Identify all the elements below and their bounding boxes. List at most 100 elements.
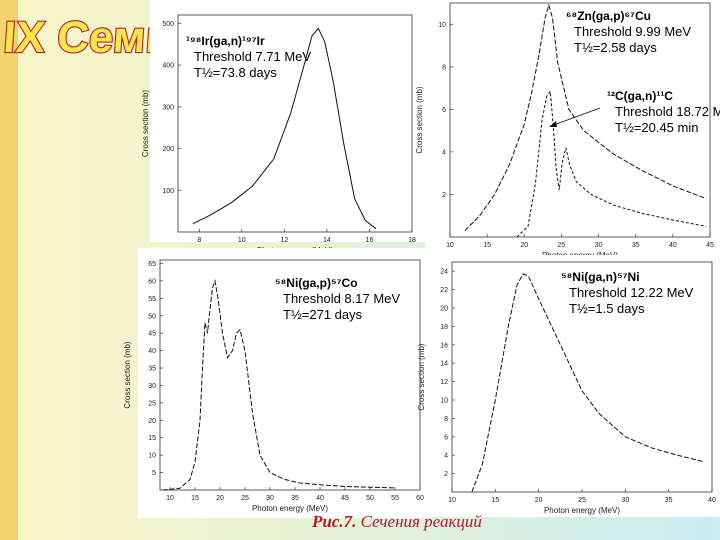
y-axis-label: Cross section (mb) <box>415 86 424 153</box>
y-tick-label: 60 <box>148 278 156 285</box>
plot-frame <box>449 2 711 238</box>
y-tick-label: 8 <box>444 416 448 423</box>
y-tick-label: 4 <box>444 453 448 460</box>
y-tick-label: 4 <box>442 149 446 156</box>
y-tick-label: 65 <box>148 261 156 268</box>
annotation-reaction: ¹⁹⁸Ir(ga,n)¹⁹⁷Ir <box>186 34 265 48</box>
x-tick-label: 55 <box>391 495 399 502</box>
x-tick-label: 10 <box>446 242 454 249</box>
x-axis-label: Photon energy (MeV) <box>252 504 328 513</box>
y-tick-label: 25 <box>148 400 156 407</box>
x-tick-label: 20 <box>216 495 224 502</box>
caption-text: Сечения реакций <box>360 512 482 531</box>
y-tick-label: 40 <box>148 348 156 355</box>
x-tick-label: 40 <box>316 495 324 502</box>
x-tick-label: 10 <box>166 495 174 502</box>
chart-panel-bottom-left <box>138 248 428 518</box>
x-tick-label: 45 <box>341 495 349 502</box>
series-line-2 <box>516 89 707 238</box>
x-tick-label: 16 <box>366 237 374 244</box>
x-tick-label: 60 <box>416 495 424 502</box>
y-tick-label: 6 <box>442 107 446 114</box>
y-tick-label: 10 <box>440 398 448 405</box>
x-tick-label: 30 <box>621 497 629 504</box>
annotation-threshold: Threshold 18.72 MeV <box>615 104 720 119</box>
x-tick-label: 14 <box>323 237 331 244</box>
y-tick-label: 200 <box>162 146 174 153</box>
y-tick-label: 5 <box>152 470 156 477</box>
y-tick-label: 6 <box>444 434 448 441</box>
y-tick-label: 45 <box>148 331 156 338</box>
y-tick-label: 24 <box>440 269 448 276</box>
chart-panel-bottom-right <box>425 255 720 517</box>
figure-caption: Рис.7. Сечения реакций <box>312 512 482 532</box>
annotation-arrow-head <box>549 121 557 127</box>
x-tick-label: 50 <box>366 495 374 502</box>
y-tick-label: 500 <box>162 21 174 28</box>
y-tick-label: 2 <box>442 192 446 199</box>
chart-panel-top-right <box>425 0 720 255</box>
x-tick-label: 35 <box>665 497 673 504</box>
x-tick-label: 40 <box>669 242 677 249</box>
annotation-halflife: T½=73.8 days <box>194 65 277 80</box>
left-color-band <box>0 0 18 540</box>
series-line-1 <box>162 278 396 491</box>
x-tick-label: 20 <box>520 242 528 249</box>
y-tick-label: 35 <box>148 366 156 373</box>
annotation-reaction: ¹²C(ga,n)¹¹C <box>607 89 673 103</box>
y-tick-label: 10 <box>438 22 446 29</box>
y-tick-label: 15 <box>148 435 156 442</box>
x-axis-label: Photon energy (MeV) <box>544 506 620 515</box>
y-tick-label: 50 <box>148 313 156 320</box>
x-tick-label: 25 <box>558 242 566 249</box>
series-line-1 <box>192 27 377 230</box>
y-axis-label: Cross section (mb) <box>417 343 426 410</box>
y-tick-label: 18 <box>440 324 448 331</box>
annotation-reaction: ⁵⁸Ni(ga,p)⁵⁷Co <box>275 276 358 290</box>
annotation-threshold: Threshold 9.99 MeV <box>574 24 691 39</box>
annotation-halflife: T½=1.5 days <box>569 301 645 316</box>
y-tick-label: 55 <box>148 296 156 303</box>
y-tick-label: 400 <box>162 63 174 70</box>
y-tick-label: 22 <box>440 287 448 294</box>
annotation-halflife: T½=20.45 min <box>615 120 698 135</box>
annotation-arrow-line <box>550 107 601 127</box>
y-tick-label: 30 <box>148 383 156 390</box>
x-tick-label: 10 <box>448 497 456 504</box>
y-tick-label: 100 <box>162 188 174 195</box>
x-tick-label: 35 <box>632 242 640 249</box>
y-tick-label: 14 <box>440 361 448 368</box>
plot-frame <box>159 259 421 491</box>
annotation-reaction: ⁶⁸Zn(ga,p)⁶⁷Cu <box>566 9 651 23</box>
y-tick-label: 2 <box>444 471 448 478</box>
y-tick-label: 20 <box>440 306 448 313</box>
y-axis-label: Cross section (mb) <box>123 341 132 408</box>
x-tick-label: 20 <box>535 497 543 504</box>
x-tick-label: 25 <box>241 495 249 502</box>
annotation-threshold: Threshold 7.71 MeV <box>194 49 311 64</box>
y-tick-label: 8 <box>442 64 446 71</box>
annotation-threshold: Threshold 12.22 MeV <box>569 285 694 300</box>
x-tick-label: 35 <box>291 495 299 502</box>
y-tick-label: 300 <box>162 104 174 111</box>
caption-prefix: Рис.7. <box>312 512 357 531</box>
y-tick-label: 10 <box>148 453 156 460</box>
x-tick-label: 30 <box>266 495 274 502</box>
x-tick-label: 10 <box>238 237 246 244</box>
y-tick-label: 12 <box>440 379 448 386</box>
annotation-threshold: Threshold 8.17 MeV <box>283 291 400 306</box>
x-tick-label: 8 <box>197 237 201 244</box>
annotation-halflife: T½=271 days <box>283 307 363 322</box>
x-tick-label: 25 <box>578 497 586 504</box>
series-line-1 <box>464 3 707 231</box>
x-tick-label: 15 <box>191 495 199 502</box>
annotation-reaction: ⁵⁸Ni(ga,n)⁵⁷Ni <box>561 270 640 284</box>
plot-frame <box>177 14 413 233</box>
x-tick-label: 12 <box>280 237 288 244</box>
y-tick-label: 20 <box>148 418 156 425</box>
y-axis-label: Cross section (mb) <box>141 90 150 157</box>
x-tick-label: 15 <box>483 242 491 249</box>
series-line-1 <box>471 273 704 493</box>
x-tick-label: 30 <box>595 242 603 249</box>
